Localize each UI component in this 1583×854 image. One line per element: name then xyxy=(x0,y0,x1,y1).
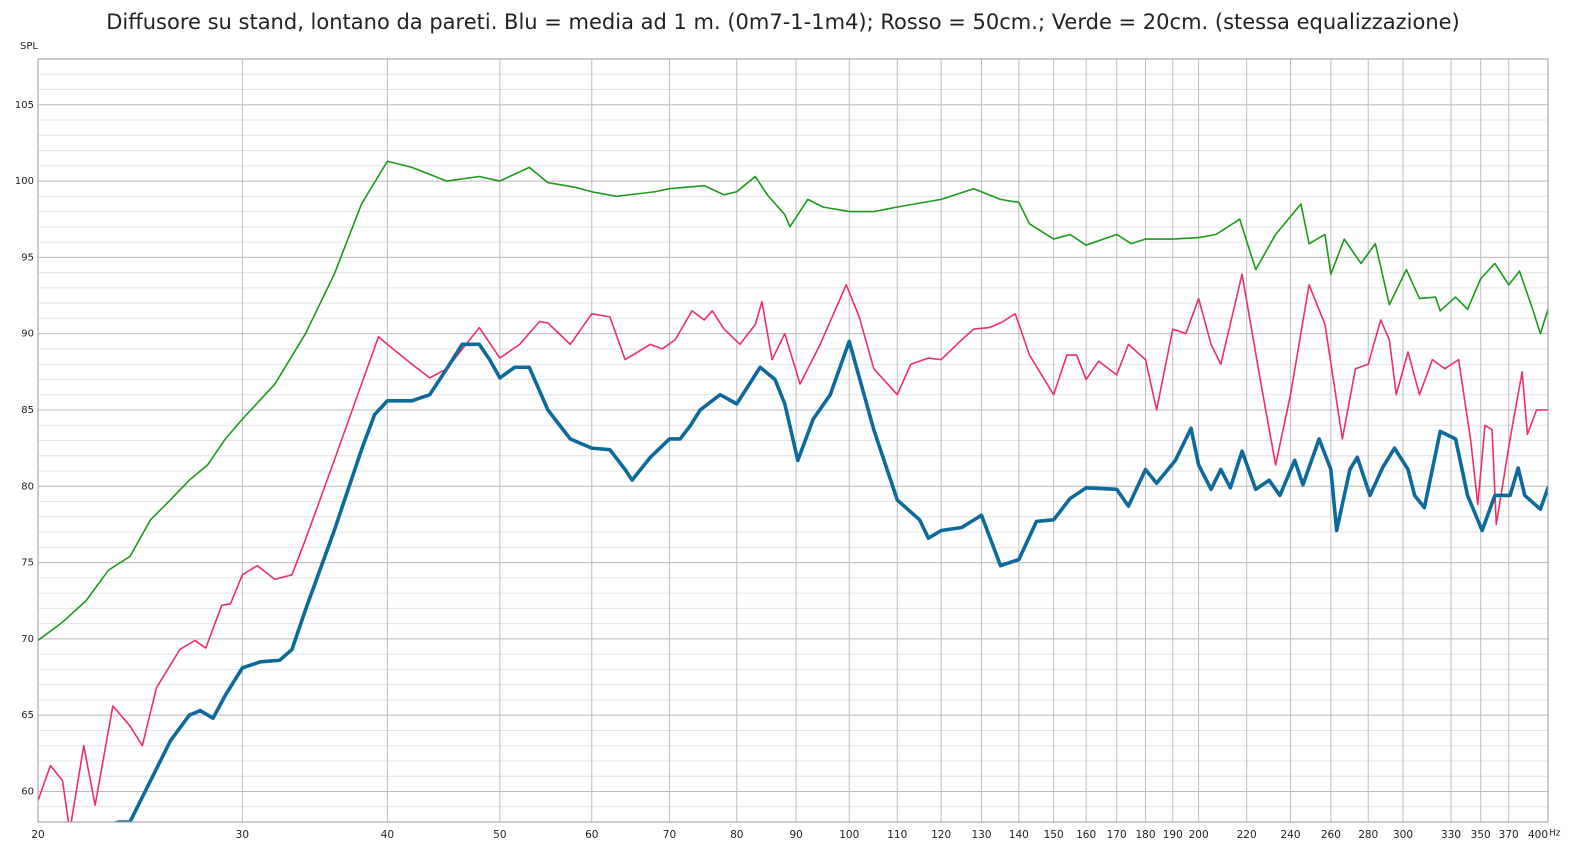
x-tick-label: 260 xyxy=(1321,829,1341,841)
y-tick-label: 95 xyxy=(21,252,34,263)
y-tick-label: 60 xyxy=(21,786,34,797)
x-tick-label: 330 xyxy=(1441,829,1461,841)
x-tick-label: 140 xyxy=(1009,829,1029,841)
x-tick-label: 190 xyxy=(1163,829,1183,841)
x-tick-label: 240 xyxy=(1280,829,1300,841)
x-tick-label: 400 xyxy=(1528,829,1548,841)
x-tick-label: 120 xyxy=(931,829,951,841)
x-tick-label: 40 xyxy=(381,829,394,841)
x-tick-label: 70 xyxy=(663,829,676,841)
y-tick-label: 90 xyxy=(21,329,34,340)
x-tick-label: 370 xyxy=(1499,829,1519,841)
x-tick-label: 90 xyxy=(789,829,802,841)
y-tick-label: 65 xyxy=(21,710,34,721)
x-tick-label: 80 xyxy=(730,829,743,841)
x-tick-label: 150 xyxy=(1044,829,1064,841)
y-axis-label: SPL xyxy=(20,41,38,52)
y-tick-label: 80 xyxy=(21,481,34,492)
x-tick-label: 350 xyxy=(1471,829,1491,841)
x-tick-label: 20 xyxy=(31,829,44,841)
x-tick-label: 170 xyxy=(1107,829,1127,841)
series-line xyxy=(38,160,1548,642)
y-tick-label: 85 xyxy=(21,405,34,416)
y-tick-label: 70 xyxy=(21,634,34,645)
x-tick-label: 180 xyxy=(1135,829,1155,841)
tick-labels: 60 65 70 75 80 85 90 95 100 105 20 30 40 50 60 70 80 90 10… xyxy=(15,100,1561,841)
plot-lines xyxy=(38,160,1548,822)
x-tick-label: 200 xyxy=(1189,829,1209,841)
x-tick-label: 160 xyxy=(1076,829,1096,841)
x-tick-label: 110 xyxy=(887,829,907,841)
x-tick-label: 300 xyxy=(1393,829,1413,841)
series-line xyxy=(38,273,1548,822)
x-tick-label: 220 xyxy=(1237,829,1257,841)
x-unit-label: Hz xyxy=(1549,829,1561,839)
x-tick-label: 100 xyxy=(839,829,859,841)
grid xyxy=(37,58,1549,823)
x-tick-label: 30 xyxy=(236,829,249,841)
y-tick-label: 75 xyxy=(21,558,34,569)
series-line xyxy=(112,339,1548,822)
x-tick-label: 50 xyxy=(493,829,506,841)
x-tick-label: 60 xyxy=(585,829,598,841)
y-tick-label: 100 xyxy=(15,176,34,187)
plot-frame xyxy=(37,58,1549,823)
chart-title: Diffusore su stand, lontano da pareti. B… xyxy=(106,10,1460,34)
x-tick-label: 280 xyxy=(1358,829,1378,841)
y-tick-label: 105 xyxy=(15,100,34,111)
x-tick-label: 130 xyxy=(971,829,991,841)
